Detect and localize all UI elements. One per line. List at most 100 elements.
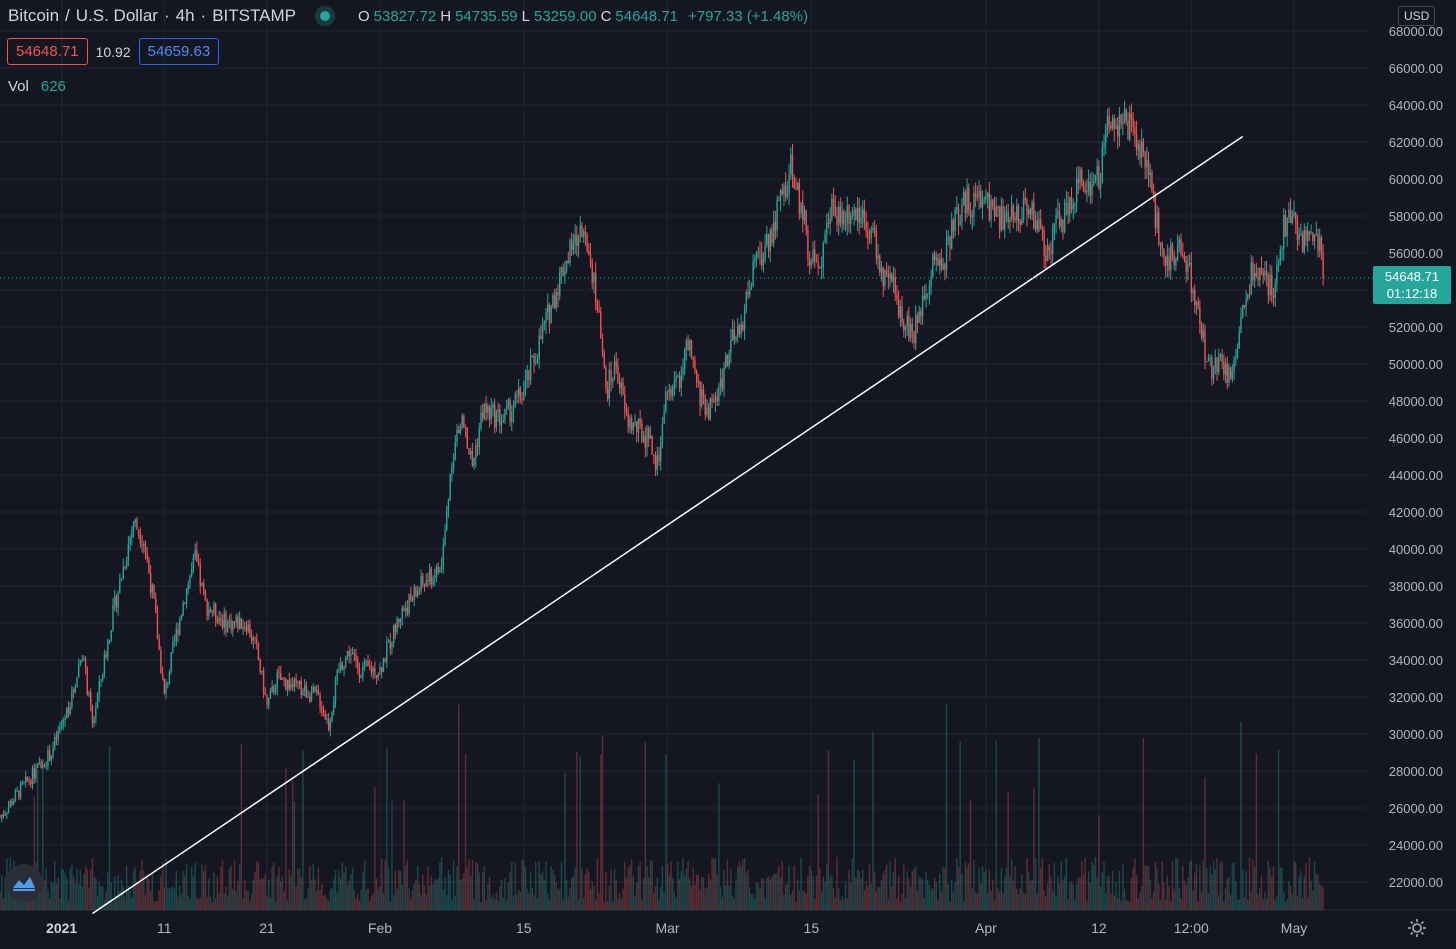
candle-body <box>524 379 527 391</box>
candle-body <box>428 568 431 582</box>
volume-bar <box>237 880 239 910</box>
interval-label[interactable]: 4h <box>175 6 195 25</box>
candle-body <box>880 267 883 273</box>
volume-bar <box>113 876 116 910</box>
candle-body <box>950 219 953 249</box>
volume-bar <box>346 885 349 910</box>
volume-bar <box>278 867 280 910</box>
volume-bar <box>639 862 641 910</box>
volume-bar <box>1118 870 1121 910</box>
candle-body <box>302 690 304 696</box>
candle-body <box>687 340 689 351</box>
candle-body <box>362 666 364 676</box>
volume-bar <box>603 901 605 910</box>
candle-body <box>908 315 910 339</box>
volume-bar <box>1005 867 1008 910</box>
candle-body <box>194 549 196 557</box>
volume-bar <box>88 887 90 910</box>
volume-bar <box>524 866 527 910</box>
symbol-separator: / <box>65 6 70 25</box>
volume-bar <box>1161 861 1163 910</box>
volume-bar <box>887 899 890 910</box>
candle-body <box>636 421 638 433</box>
volume-bar <box>487 884 489 910</box>
volume-bar <box>974 892 977 910</box>
volume-bar <box>199 897 201 910</box>
volume-bar <box>156 900 159 910</box>
volume-bar <box>629 864 631 910</box>
volume-bar <box>714 858 717 910</box>
candle-body <box>1026 199 1028 215</box>
volume-bar <box>478 872 480 910</box>
candle-body <box>772 222 775 244</box>
gear-icon[interactable] <box>1406 917 1428 944</box>
candle-body <box>819 266 821 268</box>
symbol-name[interactable]: Bitcoin <box>8 6 60 25</box>
candle-body <box>1139 144 1141 159</box>
volume-bar <box>971 887 973 910</box>
candle-body <box>642 436 645 442</box>
buy-price-button[interactable]: 54659.63 <box>138 38 220 65</box>
candle-body <box>136 519 138 530</box>
time-axis[interactable]: 2021 11 21 Feb 15 Mar 15 Apr 12 12:00 May <box>46 920 1307 936</box>
volume-bar <box>1002 893 1004 910</box>
currency-button[interactable]: USD <box>1398 6 1436 26</box>
volume-bar <box>446 895 448 910</box>
volume-bar <box>1252 859 1254 910</box>
volume-bar <box>1259 887 1261 910</box>
volume-bar <box>74 883 77 910</box>
candle-body <box>175 629 178 641</box>
volume-bar <box>605 871 607 910</box>
candle-body <box>502 419 504 423</box>
candle-body <box>879 255 881 273</box>
volume-bar <box>743 858 746 910</box>
candle-body <box>815 261 818 263</box>
candle-body <box>1317 233 1319 251</box>
candle-body <box>714 397 717 403</box>
candle-body <box>345 656 347 667</box>
volume-bar <box>851 858 854 910</box>
price-tick-label: 48000.00 <box>1389 394 1443 409</box>
volume-bar <box>557 888 559 910</box>
candle-body <box>935 257 937 261</box>
candle-body <box>119 579 121 594</box>
price-axis[interactable]: 22000.0024000.0026000.0028000.0030000.00… <box>1389 24 1443 890</box>
exchange-label[interactable]: BITSTAMP <box>212 6 296 25</box>
volume-bar <box>988 869 991 910</box>
volume-bar <box>1089 882 1092 910</box>
candle-body <box>1322 252 1324 278</box>
candle-body <box>14 791 17 801</box>
candle-body <box>697 381 700 383</box>
candle-body <box>1036 220 1038 231</box>
sell-price-button[interactable]: 54648.71 <box>7 38 88 65</box>
candle-body <box>1060 219 1062 227</box>
volume-bar <box>399 871 402 910</box>
volume-bar <box>54 861 56 910</box>
candle-body <box>1094 175 1097 182</box>
candle-body <box>295 678 297 683</box>
volume-bar <box>339 878 342 910</box>
candle-body <box>574 234 576 244</box>
volume-bar <box>637 865 640 910</box>
volume-bar <box>72 876 75 910</box>
volume-bar <box>1291 894 1294 910</box>
symbol-quote-name[interactable]: U.S. Dollar <box>75 6 158 25</box>
volume-bar <box>836 857 838 910</box>
candle-body <box>1188 262 1191 265</box>
candle-body <box>564 271 566 276</box>
volume-bar <box>598 892 600 910</box>
candle-body <box>259 659 261 672</box>
candle-body <box>66 708 68 718</box>
price-tick-label: 42000.00 <box>1389 505 1443 520</box>
candle-body <box>122 566 124 579</box>
tradingview-logo-icon[interactable] <box>5 864 43 902</box>
volume-bar <box>786 883 789 910</box>
volume-bar <box>1132 867 1134 910</box>
volume-legend[interactable]: Vol 626 <box>8 78 66 95</box>
volume-bar <box>84 865 87 910</box>
candle-body <box>959 222 961 225</box>
candle-body <box>134 519 136 523</box>
volume-bar <box>507 882 510 910</box>
volume-bar <box>559 889 561 910</box>
